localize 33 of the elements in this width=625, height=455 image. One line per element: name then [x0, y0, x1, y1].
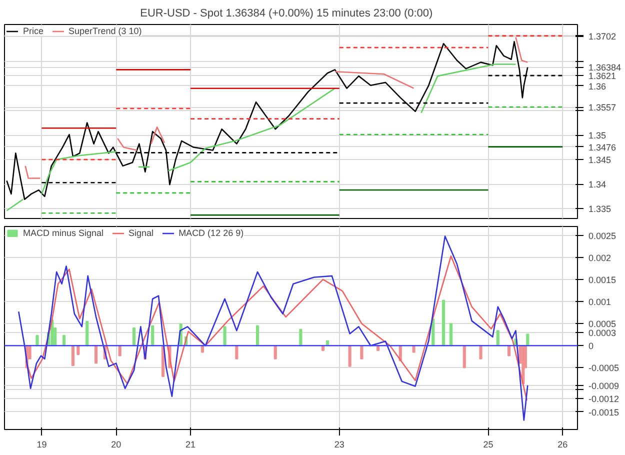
y-tick-label: 0.0003 [588, 328, 616, 338]
y-tick-label: 0.0015 [588, 274, 616, 285]
y-tick-label: 1.335 [588, 204, 612, 214]
y-tick-label: -0.0012 [588, 394, 620, 404]
x-tick-label: 19 [36, 440, 47, 450]
chart-title: EUR-USD - Spot 1.36384 (+0.00%) 15 minutes 23:00 (0:00) [140, 8, 433, 20]
legend-label: MACD minus Signal [23, 228, 104, 238]
y-tick-label: 1.345 [588, 155, 612, 166]
legend-label: SuperTrend (3 10) [68, 26, 142, 36]
legend-label: Price [23, 26, 44, 36]
x-tick-label: 21 [186, 440, 196, 450]
y-tick-label: 1.3621 [588, 71, 616, 82]
y-tick-label: -0.0009 [588, 380, 620, 391]
y-tick-label: -0.0005 [588, 363, 620, 374]
y-tick-label: 0 [588, 341, 594, 352]
x-tick-label: 25 [483, 440, 494, 450]
y-tick-label: 0.001 [588, 297, 612, 308]
legend-label: Signal [128, 228, 154, 238]
x-tick-label: 23 [334, 440, 344, 450]
y-tick-label: 0.002 [588, 252, 612, 263]
y-tick-label: 1.36 [588, 81, 606, 92]
y-tick-label: 1.3557 [588, 102, 616, 113]
y-tick-label: 0.0025 [588, 230, 616, 241]
y-tick-label: 1.3476 [588, 142, 616, 152]
y-tick-label: 1.34 [588, 180, 606, 190]
y-tick-label: 0.0005 [588, 319, 616, 330]
x-tick-label: 26 [558, 440, 568, 450]
y-tick-label: 1.36384 [588, 62, 622, 73]
x-tick-label: 20 [111, 440, 122, 450]
legend-label: MACD (12 26 9) [178, 228, 244, 238]
y-tick-label: 1.35 [588, 130, 606, 141]
y-tick-label: 1.3702 [588, 31, 616, 42]
y-tick-label: -0.0015 [588, 407, 620, 418]
